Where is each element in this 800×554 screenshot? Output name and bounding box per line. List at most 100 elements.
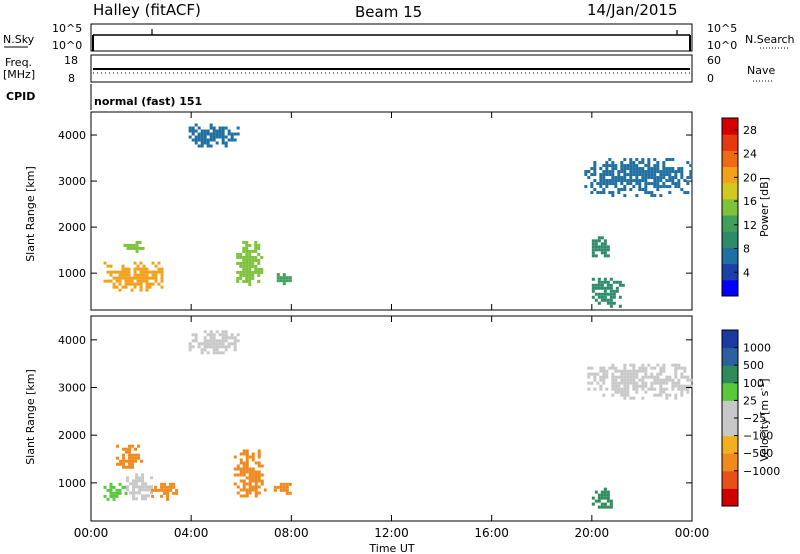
echo-cell [254, 485, 258, 489]
echo-cell [600, 283, 604, 287]
echo-cell [233, 345, 237, 349]
echo-cell [212, 129, 216, 133]
echo-cell [605, 179, 609, 183]
velocity-colorbar-swatch [722, 365, 738, 384]
echo-cell [603, 242, 607, 246]
echo-cell [209, 144, 213, 148]
echo-cell [662, 176, 666, 180]
echo-cell [683, 369, 687, 373]
echo-cell [603, 487, 607, 491]
echo-cell [626, 390, 630, 394]
echo-cell [160, 270, 164, 274]
echo-cell [606, 283, 610, 287]
echo-cell [245, 464, 249, 468]
echo-cell [614, 179, 618, 183]
echo-cell [602, 381, 606, 385]
echo-cell [653, 387, 657, 391]
echo-cell [215, 141, 219, 145]
echo-cell [112, 494, 116, 498]
echo-cell [151, 282, 155, 286]
echo-cell [172, 482, 176, 486]
echo-cell [611, 372, 615, 376]
echo-cell [644, 375, 648, 379]
nave-bottom-tick: 0 [707, 72, 714, 85]
echo-cell [683, 179, 687, 183]
echo-cell [650, 182, 654, 186]
echo-cell [230, 336, 234, 340]
echo-cell [606, 298, 610, 302]
echo-cell [194, 339, 198, 343]
echo-cell [160, 279, 164, 283]
echo-cell [254, 264, 258, 268]
echo-cell [142, 267, 146, 271]
echo-cell [591, 245, 595, 249]
echo-cell [191, 339, 195, 343]
echo-cell [245, 270, 249, 274]
echo-cell [656, 179, 660, 183]
echo-cell [668, 185, 672, 189]
echo-cell [632, 378, 636, 382]
echo-cell [245, 264, 249, 268]
echo-cell [233, 342, 237, 346]
echo-cell [147, 488, 151, 492]
echo-cell [118, 270, 122, 274]
echo-cell [632, 179, 636, 183]
echo-cell [132, 494, 136, 498]
echo-cell [591, 502, 595, 506]
echo-cell [230, 135, 234, 139]
echo-cell [641, 381, 645, 385]
echo-cell [206, 138, 210, 142]
echo-cell [665, 173, 669, 177]
echo-cell [605, 372, 609, 376]
echo-cell [638, 188, 642, 192]
echo-cell [248, 485, 252, 489]
echo-cell [638, 185, 642, 189]
echo-cell [665, 396, 669, 400]
echo-cell [245, 255, 249, 259]
echo-cell [611, 384, 615, 388]
echo-cell [224, 144, 228, 148]
echo-cell [147, 494, 151, 498]
echo-cell [611, 375, 615, 379]
echo-cell [668, 167, 672, 171]
echo-cell [206, 351, 210, 355]
echo-cell [279, 279, 283, 283]
echo-cell [606, 280, 610, 284]
echo-cell [132, 482, 136, 486]
echo-cell [106, 270, 110, 274]
echo-cell [127, 279, 131, 283]
echo-cell [611, 170, 615, 174]
echo-cell [200, 351, 204, 355]
echo-cell [662, 185, 666, 189]
echo-cell [647, 170, 651, 174]
echo-cell [618, 280, 622, 284]
echo-cell [626, 173, 630, 177]
echo-cell [668, 173, 672, 177]
echo-cell [236, 270, 240, 274]
echo-cell [209, 345, 213, 349]
echo-cell [166, 497, 170, 501]
velocity-colorbar-swatch [722, 435, 738, 454]
x-tick-label: 12:00 [374, 526, 409, 540]
echo-cell [615, 286, 619, 290]
echo-cell [116, 462, 120, 466]
echo-cell [656, 378, 660, 382]
echo-cell [611, 164, 615, 168]
echo-cell [145, 273, 149, 277]
echo-cell [602, 182, 606, 186]
echo-cell [123, 243, 127, 247]
echo-cell [599, 185, 603, 189]
echo-cell [641, 176, 645, 180]
echo-cell [620, 170, 624, 174]
echo-cell [594, 248, 598, 252]
echo-cell [282, 282, 286, 286]
velocity-panel: 1000 2000 3000 4000 00:00 04:00 08:00 12:00 16:… [24, 315, 709, 554]
echo-cell [659, 378, 663, 382]
echo-cell [656, 170, 660, 174]
echo-cell [230, 138, 234, 142]
echo-cell [644, 191, 648, 195]
y-tick-label: 3000 [58, 175, 86, 188]
echo-cell [212, 333, 216, 337]
echo-cell [644, 179, 648, 183]
echo-cell [136, 282, 140, 286]
